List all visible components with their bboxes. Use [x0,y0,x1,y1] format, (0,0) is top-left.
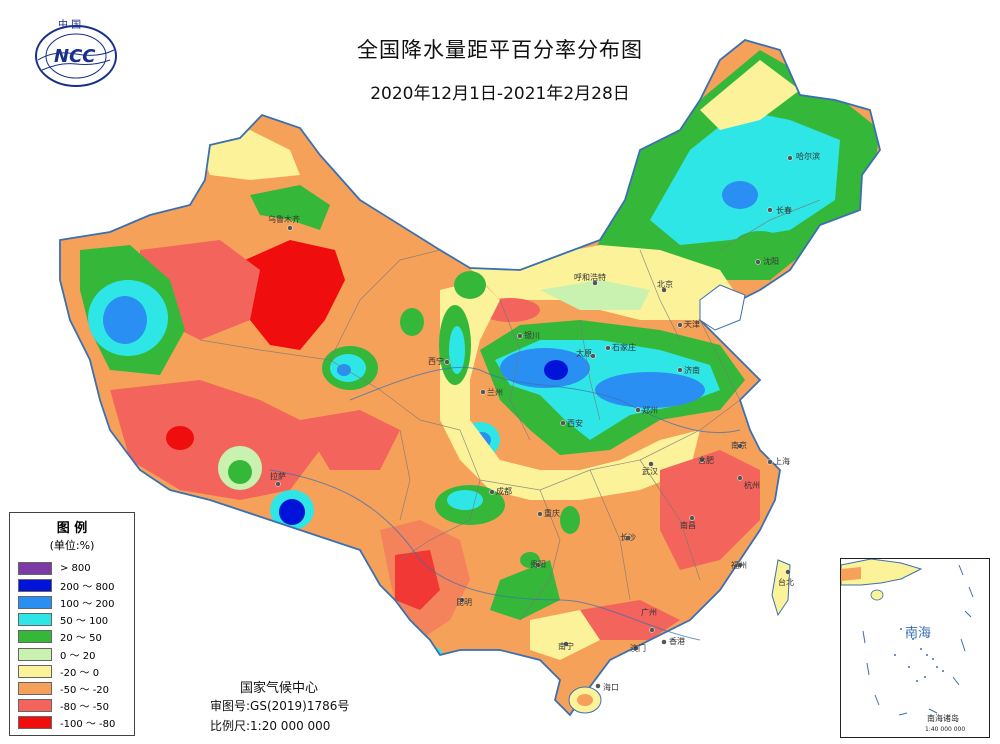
city-hangzhou: 杭州 [744,481,760,490]
legend-swatch [18,595,52,609]
legend-label: 20 ～ 50 [60,633,102,645]
city-zhengzhou: 郑州 [642,406,658,415]
map-title: 全国降水量距平百分率分布图 [357,38,643,62]
legend-item: 20 ～ 50 [18,630,102,644]
legend-swatch [18,630,52,644]
legend-item: 100 ～ 200 [18,595,115,610]
south-china-sea-inset: 南海 南海诸岛 1:40 000 000 [840,558,990,738]
legend-label: 100 ～ 200 [60,598,115,610]
legend-swatch [18,578,52,592]
legend-swatch [18,699,52,713]
legend-label: -80 ～ -50 [60,702,110,714]
inset-map: 南海 南海诸岛 1:40 000 000 [841,559,974,733]
city-guangzhou: 广州 [641,608,657,617]
legend-item: 50 ～ 100 [18,613,108,627]
legend-unit: (单位:%) [49,539,95,552]
legend-label: -20 ～ 0 [60,667,100,679]
legend-title: 图 例 [56,521,88,536]
city-lanzhou: 兰州 [487,388,503,397]
city-beijing: 北京 [657,280,673,289]
inset-sea-label: 南海 [905,625,931,641]
city-changsha: 长沙 [620,533,636,542]
city-yinchuan: 银川 [524,331,540,340]
city-shanghai: 上海 [774,457,790,466]
city-xining: 西宁 [428,357,444,366]
city-shenyang: 沈阳 [763,257,779,266]
city-jinan: 济南 [684,366,700,375]
scale-label: 比例尺:1:20 000 000 [210,719,331,733]
map-subtitle: 2020年12月1日-2021年2月28日 [370,84,630,104]
legend-label: 200 ～ 800 [60,581,115,593]
city-hongkong: 香港 [669,637,685,646]
legend-item: -20 ～ 0 [18,664,100,679]
logo-text: NCC [54,46,96,67]
agency-label: 国家气候中心 [240,681,319,696]
city-chengdu: 成都 [496,487,512,496]
legend-swatch [18,561,52,575]
city-shijiazhuang: 石家庄 [612,343,636,352]
city-taiyuan: 太原 [576,349,592,358]
legend-swatch [18,664,52,678]
city-nanjing: 南京 [731,441,747,450]
city-tianjin: 天津 [684,320,700,329]
legend-label: 0 ～ 20 [60,650,96,662]
city-chongqing: 重庆 [544,509,560,518]
city-harbin: 哈尔滨 [796,152,820,161]
legend-label: 50 ～ 100 [60,616,109,628]
city-taipei: 台北 [778,578,794,587]
logo-top-text: 中 国 [58,18,81,31]
city-urumqi: 乌鲁木齐 [268,215,300,224]
city-lhasa: 拉萨 [270,472,286,481]
approval-number: 审图号:GS(2019)1786号 [210,699,350,713]
legend-item: 200 ～ 800 [18,578,115,593]
legend-item: -80 ～ -50 [18,699,109,713]
legend-item: -100 ～ -80 [18,716,115,730]
city-haikou: 海口 [603,683,619,692]
city-guiyang: 贵阳 [530,560,546,569]
city-xian: 西安 [567,419,583,428]
city-nanning: 南宁 [558,642,574,651]
city-wuhan: 武汉 [642,467,658,476]
city-macau: 澳门 [630,644,646,653]
legend-swatch [18,647,52,661]
city-changchun: 长春 [776,206,792,215]
legend-label: > 800 [60,562,91,574]
legend: 图 例 (单位:%) > 800 200 ～ 800 100 ～ 200 50 ～ 1… [9,512,135,736]
legend-label: -100 ～ -80 [60,719,116,731]
city-nanchang: 南昌 [680,521,696,530]
legend-item: > 800 [18,561,91,575]
legend-swatch [18,613,52,627]
city-kunming: 昆明 [456,598,472,607]
city-hohhot: 呼和浩特 [574,273,606,282]
inset-scale: 1:40 000 000 [925,726,965,733]
ncc-logo: 中 国 NCC [35,18,117,87]
legend-swatch [18,681,52,695]
legend-swatch [18,716,52,730]
legend-label: -50 ～ -20 [60,684,110,696]
city-hefei: 合肥 [698,456,714,465]
inset-islands-label: 南海诸岛 [927,713,959,723]
city-fuzhou: 福州 [731,561,747,570]
legend-item: 0 ～ 20 [18,647,96,662]
legend-item: -50 ～ -20 [18,681,110,696]
